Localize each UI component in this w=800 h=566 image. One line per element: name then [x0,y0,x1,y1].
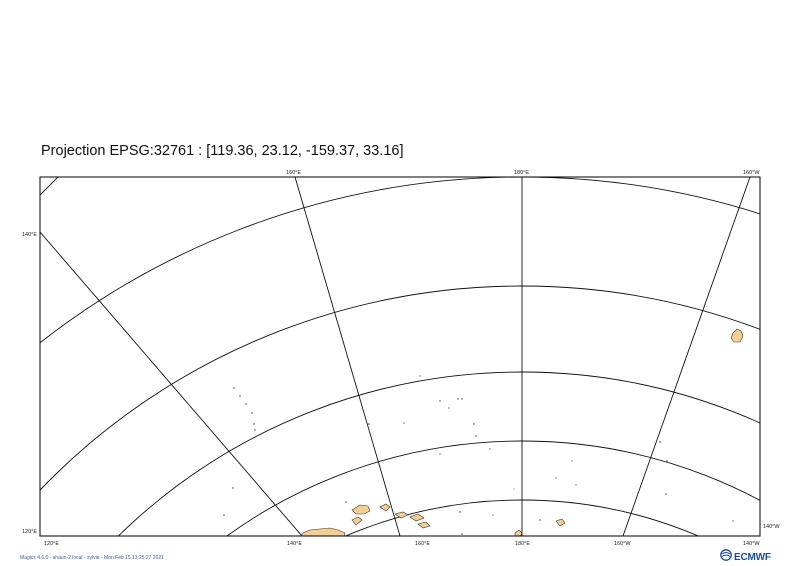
island-fiji-region [730,328,744,343]
top-lon-label: 180°E [514,170,529,176]
top-lon-label: 160°E [286,170,301,176]
bottom-lon-label: 160°W [614,541,631,547]
latitude-circle [40,177,760,344]
island-vanuatu [514,529,523,536]
footer-info: Magics 4.6.0 - shaun-2.local - sylvie - … [20,555,164,561]
top-lon-label: 160°W [743,170,760,176]
land-masses [300,328,744,536]
latitude-circle [40,285,760,491]
latitude-circle [226,440,760,536]
bottom-lon-label: 160°E [415,541,430,547]
bottom-lon-label: 120°E [44,541,59,547]
island-solomon-1 [351,504,371,515]
ecmwf-logo-text: ECMWF [734,551,771,563]
island-new-guinea [300,527,346,536]
island-solomon-2 [379,503,391,512]
right-lat-label: 140°W [763,524,780,530]
bottom-lon-label: 140°E [287,541,302,547]
map-area [40,177,760,536]
meridian-line [622,177,751,536]
meridian-line [40,231,303,536]
island-solomon-3 [394,511,409,519]
ecmwf-logo-icon [720,548,732,566]
meridian-line [294,177,401,536]
meridian-line [40,177,59,196]
bottom-lon-label: 180°E [515,541,530,547]
small-islands [223,375,734,535]
ecmwf-logo: ECMWF [720,548,771,566]
island-small-1 [555,518,566,527]
latitude-circle [344,499,700,536]
bottom-lon-label: 140°W [743,541,760,547]
left-lat-label: 140°E [22,232,37,238]
island-solomon-4 [409,513,425,522]
latitude-circle [117,371,760,536]
map-title: Projection EPSG:32761 : [119.36, 23.12, … [41,143,404,159]
left-lat-label: 120°E [22,529,37,535]
map-frame [39,176,761,537]
island-new-ireland [351,516,363,526]
island-solomon-5 [417,521,431,529]
